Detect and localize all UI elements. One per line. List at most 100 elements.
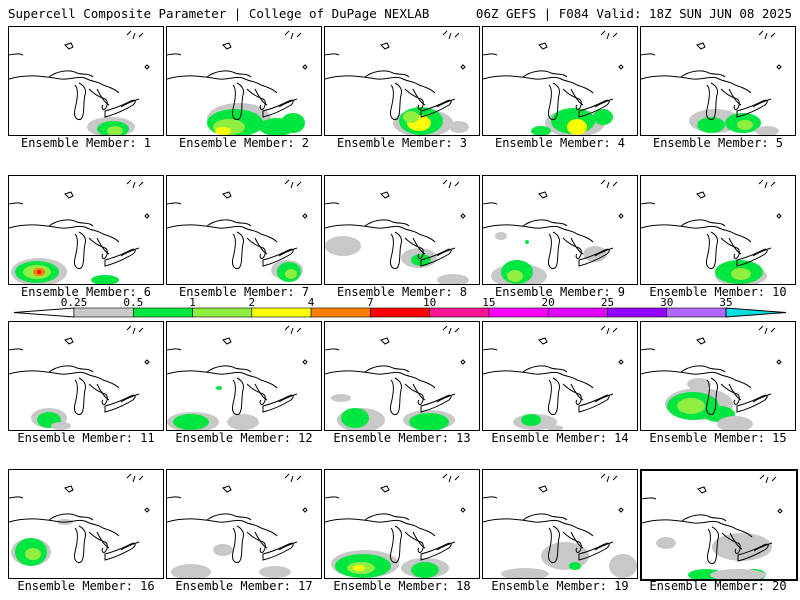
coastline-borders bbox=[483, 30, 624, 120]
ensemble-member-map-7[interactable] bbox=[166, 175, 322, 285]
scp-contour-fill bbox=[656, 537, 676, 549]
coastline-borders bbox=[9, 325, 150, 415]
ensemble-member-label: Ensemble Member: 12 bbox=[175, 431, 313, 445]
ensemble-member-label: Ensemble Member: 6 bbox=[20, 285, 152, 299]
scp-contour-fill bbox=[501, 568, 549, 578]
coastline-borders bbox=[167, 325, 308, 415]
scp-contour-fill bbox=[697, 117, 725, 133]
scp-contour-fill bbox=[687, 378, 711, 390]
ensemble-member-map-8[interactable] bbox=[324, 175, 480, 285]
scp-contour-fill bbox=[331, 394, 351, 402]
map-plot bbox=[9, 179, 150, 284]
scp-contour-fill bbox=[583, 246, 607, 262]
colorbar-bin bbox=[429, 307, 490, 318]
colorbar-tick-label: 25 bbox=[600, 296, 615, 309]
ensemble-member-label: Ensemble Member: 9 bbox=[494, 285, 626, 299]
ensemble-member-map-2[interactable] bbox=[166, 26, 322, 136]
ensemble-member-map-11[interactable] bbox=[8, 321, 164, 431]
map-plot bbox=[9, 30, 150, 135]
colorbar-tick-label: 2 bbox=[248, 296, 256, 309]
colorbar-tick-label: 0.25 bbox=[60, 296, 88, 309]
ensemble-member-map-20[interactable] bbox=[640, 469, 798, 581]
map-plot bbox=[325, 325, 466, 430]
scp-contour-fill bbox=[437, 274, 469, 284]
ensemble-member-label: Ensemble Member: 2 bbox=[178, 136, 310, 150]
scp-contour-fill bbox=[213, 544, 233, 556]
ensemble-member-map-12[interactable] bbox=[166, 321, 322, 431]
scp-contour-fill bbox=[569, 562, 581, 570]
scp-contour-fill bbox=[215, 127, 231, 135]
scp-contour-fill bbox=[227, 414, 259, 430]
ensemble-member-map-10[interactable] bbox=[640, 175, 796, 285]
colorbar-min-arrow bbox=[13, 307, 75, 318]
scp-contour-fill bbox=[353, 565, 365, 571]
map-plot bbox=[483, 473, 637, 578]
scp-contour-fill bbox=[403, 111, 419, 123]
ensemble-member-label: Ensemble Member: 15 bbox=[649, 431, 787, 445]
scp-contour-fill bbox=[51, 422, 71, 430]
map-plot bbox=[325, 30, 469, 135]
ensemble-member-map-16[interactable] bbox=[8, 469, 164, 579]
colorbar-tick-label: 10 bbox=[423, 296, 437, 309]
ensemble-member-map-9[interactable] bbox=[482, 175, 638, 285]
scp-contour-fill bbox=[409, 413, 449, 430]
scp-contour-fill bbox=[325, 236, 361, 256]
scp-contour-fill bbox=[712, 533, 772, 561]
coastline-borders bbox=[167, 179, 308, 269]
ensemble-member-map-3[interactable] bbox=[324, 26, 480, 136]
scp-contour-fill bbox=[281, 113, 305, 133]
coastline-borders bbox=[641, 30, 782, 120]
map-plot bbox=[167, 30, 308, 135]
ensemble-member-label: Ensemble Member: 17 bbox=[175, 579, 313, 593]
map-plot bbox=[641, 325, 782, 430]
coastline-borders bbox=[325, 179, 466, 269]
coastline-borders bbox=[325, 30, 466, 120]
map-plot bbox=[167, 179, 308, 282]
map-plot bbox=[483, 179, 624, 284]
ensemble-member-map-6[interactable] bbox=[8, 175, 164, 285]
ensemble-member-label: Ensemble Member: 8 bbox=[336, 285, 468, 299]
ensemble-member-map-14[interactable] bbox=[482, 321, 638, 431]
scp-contour-fill bbox=[449, 121, 469, 133]
scp-contour-fill bbox=[737, 120, 753, 130]
map-plot bbox=[325, 179, 469, 284]
scp-contour-fill bbox=[525, 240, 529, 244]
map-plot bbox=[483, 325, 624, 430]
ensemble-member-label: Ensemble Member: 1 bbox=[20, 136, 152, 150]
colorbar-tick-label: 1 bbox=[189, 296, 196, 309]
ensemble-member-label: Ensemble Member: 10 bbox=[649, 285, 787, 299]
scp-contour-fill bbox=[717, 416, 753, 430]
colorbar bbox=[13, 307, 787, 318]
colorbar-bin bbox=[666, 307, 727, 318]
scp-contour-fill bbox=[609, 554, 637, 578]
ensemble-member-label: Ensemble Member: 5 bbox=[652, 136, 784, 150]
coastline-borders bbox=[325, 473, 466, 563]
ensemble-member-map-13[interactable] bbox=[324, 321, 480, 431]
ensemble-member-label: Ensemble Member: 20 bbox=[649, 579, 787, 593]
colorbar-bin bbox=[192, 307, 253, 318]
ensemble-member-label: Ensemble Member: 4 bbox=[494, 136, 626, 150]
ensemble-member-label: Ensemble Member: 13 bbox=[333, 431, 471, 445]
ensemble-member-map-18[interactable] bbox=[324, 469, 480, 579]
ensemble-member-label: Ensemble Member: 14 bbox=[491, 431, 629, 445]
colorbar-bin bbox=[370, 307, 430, 318]
coastline-borders bbox=[641, 179, 782, 269]
scp-contour-fill bbox=[171, 564, 211, 578]
ensemble-member-map-4[interactable] bbox=[482, 26, 638, 136]
ensemble-member-map-19[interactable] bbox=[482, 469, 638, 579]
colorbar-tick-label: 15 bbox=[482, 296, 496, 309]
ensemble-member-label: Ensemble Member: 18 bbox=[333, 579, 471, 593]
map-plot bbox=[325, 473, 466, 578]
ensemble-member-map-15[interactable] bbox=[640, 321, 796, 431]
scp-contour-fill bbox=[495, 232, 507, 240]
scp-contour-fill bbox=[677, 398, 705, 414]
scp-contour-fill bbox=[107, 126, 123, 135]
ensemble-member-map-5[interactable] bbox=[640, 26, 796, 136]
ensemble-member-label: Ensemble Member: 3 bbox=[336, 136, 468, 150]
scp-contour-fill bbox=[25, 548, 41, 560]
scp-contour-fill bbox=[91, 275, 119, 284]
ensemble-member-map-17[interactable] bbox=[166, 469, 322, 579]
scp-contour-fill bbox=[259, 566, 291, 578]
scp-contour-fill bbox=[411, 562, 439, 578]
ensemble-member-map-1[interactable] bbox=[8, 26, 164, 136]
